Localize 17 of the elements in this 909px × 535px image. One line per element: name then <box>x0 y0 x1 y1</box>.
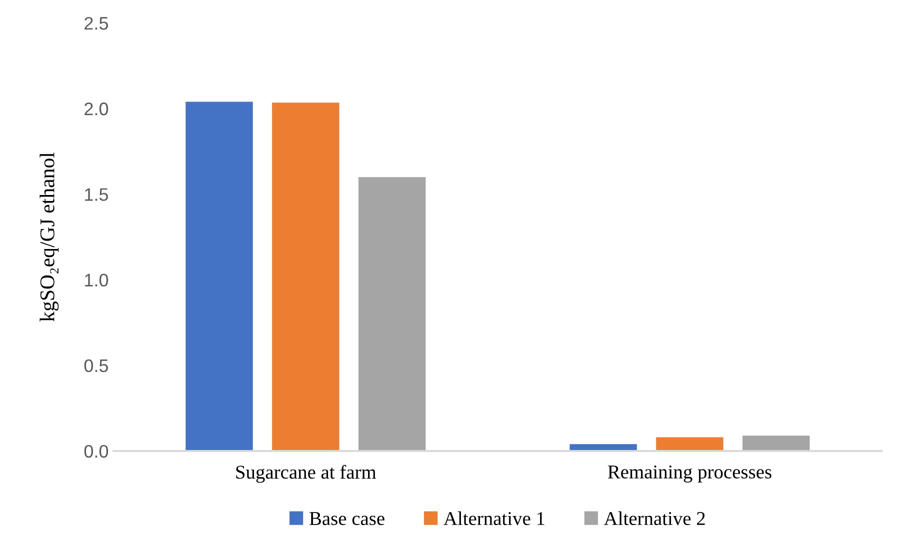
x-tick-label: Remaining processes <box>608 465 772 483</box>
x-tick-label: Sugarcane at farm <box>236 464 376 483</box>
bar <box>742 436 810 452</box>
y-tick-label: 2.0 <box>84 102 108 116</box>
y-tick-label: 0.5 <box>84 359 108 372</box>
bar <box>656 437 724 452</box>
y-tick-label: 0.0 <box>84 444 108 458</box>
legend-label: Base case <box>310 512 384 526</box>
y-tick-label: 1.0 <box>85 274 108 287</box>
bar <box>186 102 253 452</box>
y-axis-title: kgSO₂eq/GJ ethanol <box>40 152 59 322</box>
y-tick-label: 1.5 <box>85 188 108 201</box>
y-tick-label: 2.5 <box>84 16 108 30</box>
bar <box>358 177 426 452</box>
legend-label: Alternative 2 <box>604 511 705 526</box>
bar <box>272 102 340 452</box>
legend-label: Alternative 1 <box>444 511 544 526</box>
